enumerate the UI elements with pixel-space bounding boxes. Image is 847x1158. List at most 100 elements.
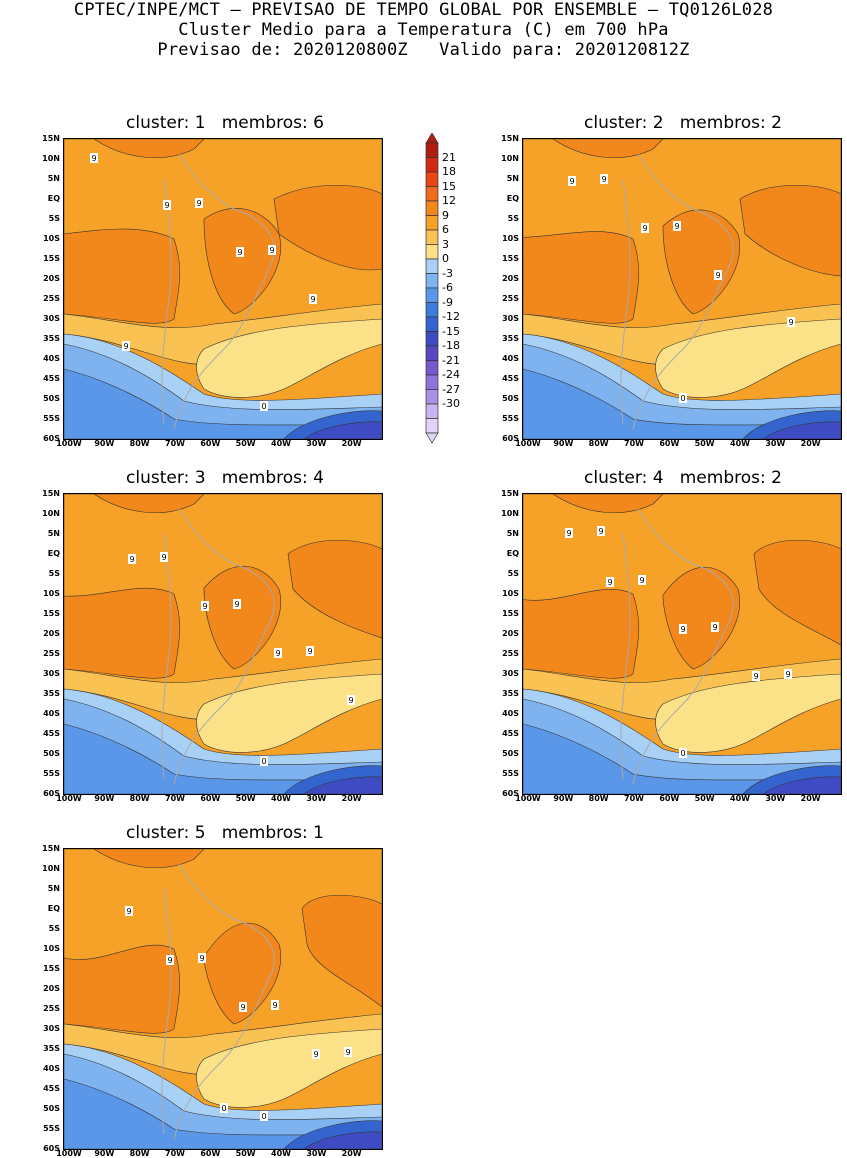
contour-label-bg: [122, 341, 130, 351]
contour-label: 9: [164, 201, 169, 210]
panel-title-4: cluster: 4 membros: 2: [518, 468, 847, 488]
colorbar: [424, 132, 484, 445]
lon-tick-label: 70W: [624, 439, 644, 448]
lat-tick-label: 50S: [43, 749, 60, 758]
colorbar-level-label: -18: [442, 339, 460, 352]
lat-tick-label: 25S: [43, 1004, 60, 1013]
lon-tick-label: 80W: [129, 439, 150, 448]
lon-tick-label: 50W: [694, 439, 715, 448]
contour-label-bg: [312, 1049, 320, 1059]
contour-label-bg: [600, 174, 608, 184]
coastline: [161, 508, 275, 785]
lat-tick-label: 15N: [42, 134, 60, 143]
colorbar-level-label: 15: [442, 179, 456, 193]
lat-tick-label: 40S: [502, 709, 519, 718]
lat-tick-label: 5S: [507, 214, 519, 223]
colorbar-swatch: [425, 316, 439, 332]
colorbar-swatch: [425, 273, 439, 289]
contour-label-bg: [309, 294, 317, 304]
contour-label-bg: [236, 247, 244, 257]
temperature-field-1: 9 9 9 9 9 9 9 0: [64, 139, 382, 439]
lat-tick-label: 25S: [43, 649, 60, 658]
lat-tick-label: 20S: [43, 629, 60, 638]
colorbar-swatch: [425, 229, 439, 245]
contour-label-bg: [268, 245, 276, 255]
colorbar-swatch: [425, 244, 439, 260]
temp-band: [64, 228, 181, 324]
contour-label-bg: [195, 198, 203, 208]
contour-label-bg: [711, 622, 719, 632]
lon-tick-label: 70W: [165, 1149, 185, 1158]
lat-tick-label: 35S: [43, 1044, 60, 1053]
contour-label-bg: [306, 646, 314, 656]
lat-tick-label: 40S: [43, 354, 60, 363]
colorbar-swatch: [425, 215, 439, 231]
contour-label-bg: [271, 1000, 279, 1010]
cluster-number: 5: [194, 823, 222, 843]
lat-tick-label: 15S: [43, 609, 60, 618]
temp-band: [93, 494, 205, 513]
contour-label: 9: [237, 248, 242, 257]
lon-tick-label: 30W: [306, 794, 327, 803]
contour-label-bg: [160, 552, 168, 562]
contour-label: 9: [607, 578, 612, 587]
temp-band: [287, 540, 382, 639]
lat-tick-label: 5S: [507, 569, 519, 578]
temp-band: [64, 944, 181, 1034]
contour-label: 0: [221, 1104, 226, 1113]
colorbar-level-label: 3: [442, 237, 449, 251]
lat-tick-label: 10N: [42, 154, 60, 163]
colorbar-level-label: -9: [442, 295, 453, 309]
lat-tick-label: 15N: [42, 844, 60, 853]
temp-band: [301, 894, 382, 1008]
temp-band: [662, 567, 740, 670]
contour-label-bg: [344, 1047, 352, 1057]
lat-tick-label: 45S: [502, 729, 519, 738]
temp-band: [93, 849, 205, 868]
lat-tick-label: 30S: [502, 314, 519, 323]
lon-tick-label: 80W: [588, 439, 609, 448]
lat-tick-label: 15S: [502, 609, 519, 618]
temperature-field-5: 9 9 9 9 9 9 9 0 0: [64, 849, 382, 1149]
contour-label: 9: [313, 1050, 318, 1059]
contour-label: 9: [199, 954, 204, 963]
contour-label-bg: [679, 624, 687, 634]
lat-tick-label: 25S: [502, 649, 519, 658]
lat-tick-label: 5N: [506, 529, 519, 538]
contour-label-bg: [198, 953, 206, 963]
lat-tick-label: 10N: [42, 864, 60, 873]
lat-tick-label: 40S: [502, 354, 519, 363]
lat-tick-label: 10N: [501, 509, 519, 518]
lon-tick-label: 30W: [306, 439, 327, 448]
lon-tick-label: 100W: [56, 794, 82, 803]
contour-label: 9: [639, 576, 644, 585]
lon-tick-label: 30W: [765, 439, 786, 448]
contour-label-bg: [90, 153, 98, 163]
temp-band: [739, 185, 841, 277]
lat-tick-label: EQ: [506, 194, 519, 203]
lat-tick-label: 40S: [43, 1064, 60, 1073]
contour-label: 0: [261, 757, 266, 766]
lat-tick-label: 60S: [43, 1144, 60, 1153]
contour-label-bg: [274, 648, 282, 658]
contour-label: 9: [569, 177, 574, 186]
contour-label: 9: [269, 246, 274, 255]
temp-band: [303, 1131, 382, 1149]
cluster-label: cluster:: [584, 468, 653, 488]
contour-label: 0: [680, 749, 685, 758]
lon-tick-label: 90W: [94, 794, 115, 803]
header-line-1: CPTEC/INPE/MCT – PREVISAO DE TEMPO GLOBA…: [73, 0, 774, 20]
lon-tick-label: 80W: [588, 794, 609, 803]
colorbar-swatch: [425, 418, 439, 434]
lon-tick-label: 20W: [341, 794, 362, 803]
lat-tick-label: 50S: [502, 749, 519, 758]
lon-tick-label: 20W: [800, 439, 821, 448]
coastline: [620, 153, 734, 430]
lon-tick-label: 50W: [694, 794, 715, 803]
colorbar-level-label: 21: [442, 150, 456, 164]
colorbar-level-label: 9: [442, 208, 449, 222]
colorbar-swatch: [425, 302, 439, 318]
panel-title-5: cluster: 5 membros: 1: [60, 823, 390, 843]
lat-tick-label: 55S: [43, 414, 60, 423]
lat-tick-label: 30S: [502, 669, 519, 678]
